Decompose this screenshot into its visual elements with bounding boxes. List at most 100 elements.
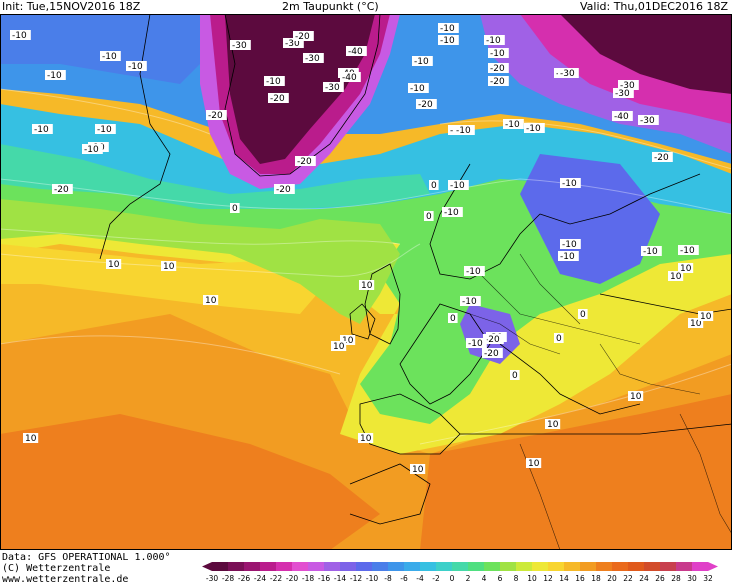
contour-label: -10 [505,120,520,130]
contour-label-bg [438,23,459,33]
contour-label-bg [331,341,347,351]
contour-label-bg [283,38,304,48]
contour-label: 10 [412,465,424,475]
legend-swatch [388,562,404,571]
contour-label-bg [482,348,503,358]
contour-label-bg [698,311,714,321]
contour-label: -20 [297,157,312,167]
legend-swatch [596,562,612,571]
contour-labels: -10-10-20-10-10-10-10-10-10-20-30-30-20-… [10,23,714,475]
legend-swatch [676,562,692,571]
contour-label: -10 [560,252,575,262]
contour-label-bg [416,99,437,109]
contour-label-bg [524,123,545,133]
copyright: (C) Wetterzentrale [2,563,111,574]
legend-tick-label: 14 [559,574,569,583]
contour-label-bg [484,35,505,45]
coastlines [99,14,732,525]
field-teal [0,144,430,209]
contour-label-bg [303,53,324,63]
contour-label: -10 [440,24,455,34]
legend-swatch [372,562,388,571]
contour-label: 10 [342,336,354,346]
contour-label: 10 [528,459,540,469]
contour-label: -10 [444,208,459,218]
contour-label: 0 [232,204,238,214]
contour-label-bg [100,51,121,61]
field-yellow-inner [0,244,330,314]
field-blue-dark [0,14,210,84]
contour-label: -10 [486,36,501,46]
legend-swatch [452,562,468,571]
contour-label: -20 [208,111,223,121]
legend-swatch [292,562,308,571]
contour-label-bg [488,76,509,86]
contour-label-bg [340,335,356,345]
legend-tick-label: 26 [655,574,665,583]
legend-tick-label: 30 [687,574,697,583]
field-green-light [0,199,400,324]
legend-tick-label: 4 [482,574,487,583]
contour-label-bg [442,207,463,217]
contour-label: -20 [295,32,310,42]
legend-swatch [516,562,532,571]
field-orange-deep [0,414,380,550]
contour-label-bg [23,433,39,443]
contour-label-bg [613,88,634,98]
legend-swatch [612,562,628,571]
legend-swatch [420,562,436,571]
contour-label: -10 [410,84,425,94]
contour-label: 10 [700,312,712,322]
contour-label: 0 [426,212,432,222]
contour-label-bg [268,93,289,103]
legend-tick-label: 2 [466,574,471,583]
legend-tick-label: -30 [206,574,218,583]
contour-label-bg [408,83,429,93]
website-url: www.wetterzentrale.de [2,574,129,585]
contour-label-bg [460,296,481,306]
legend-tick-label: -8 [384,574,392,583]
contour-label: -10 [490,49,505,59]
contour-label-bg [161,261,177,271]
legend-tick-label: 0 [450,574,455,583]
country-borders [469,253,732,550]
legend-tick-label: -2 [432,574,440,583]
contour-label: -10 [680,246,695,256]
contour-label-bg [628,391,644,401]
contour-label: -30 [640,116,655,126]
legend-swatch [436,562,452,571]
contour-label-bg [45,70,66,80]
legend-tick-label: 20 [607,574,617,583]
contour-label-bg [464,266,485,276]
contour-label-bg [264,76,285,86]
contour-label-bg [346,46,367,56]
legend-swatch [356,562,372,571]
contour-label-bg [526,458,542,468]
legend-swatch [244,562,260,571]
contour-label: 10 [670,272,682,282]
legend-swatch [468,562,484,571]
contour-label: -10 [97,125,112,135]
legend-tick-label: -18 [302,574,314,583]
contour-label: 10 [361,281,373,291]
contour-label-bg [554,333,564,343]
contour-label: -40 [614,112,629,122]
legend-swatch [692,562,708,571]
legend-swatch [548,562,564,571]
legend-tick-label: 18 [591,574,601,583]
contour-label-bg [82,144,103,154]
legend-tick-label: -28 [222,574,234,583]
contour-label-bg [429,180,439,190]
contour-label: -10 [643,247,658,257]
legend-swatch [260,562,276,571]
contour-label: -20 [490,64,505,74]
contour-label: 10 [25,434,37,444]
legend-swatch [404,562,420,571]
contour-label-bg [678,263,694,273]
contour-label: -10 [562,240,577,250]
dewpoint-map: -10-10-20-10-10-10-10-10-10-20-30-30-20-… [0,14,732,550]
contour-label-bg [510,370,520,380]
contour-label-bg [578,309,588,319]
map-footer: Data: GFS OPERATIONAL 1.000° (C) Wetterz… [0,550,732,587]
color-scale-legend: -30 -28 -26 -24 -22 -20 -18 -16 -14 -12 -10 -8 -6 -4-… [202,562,718,583]
